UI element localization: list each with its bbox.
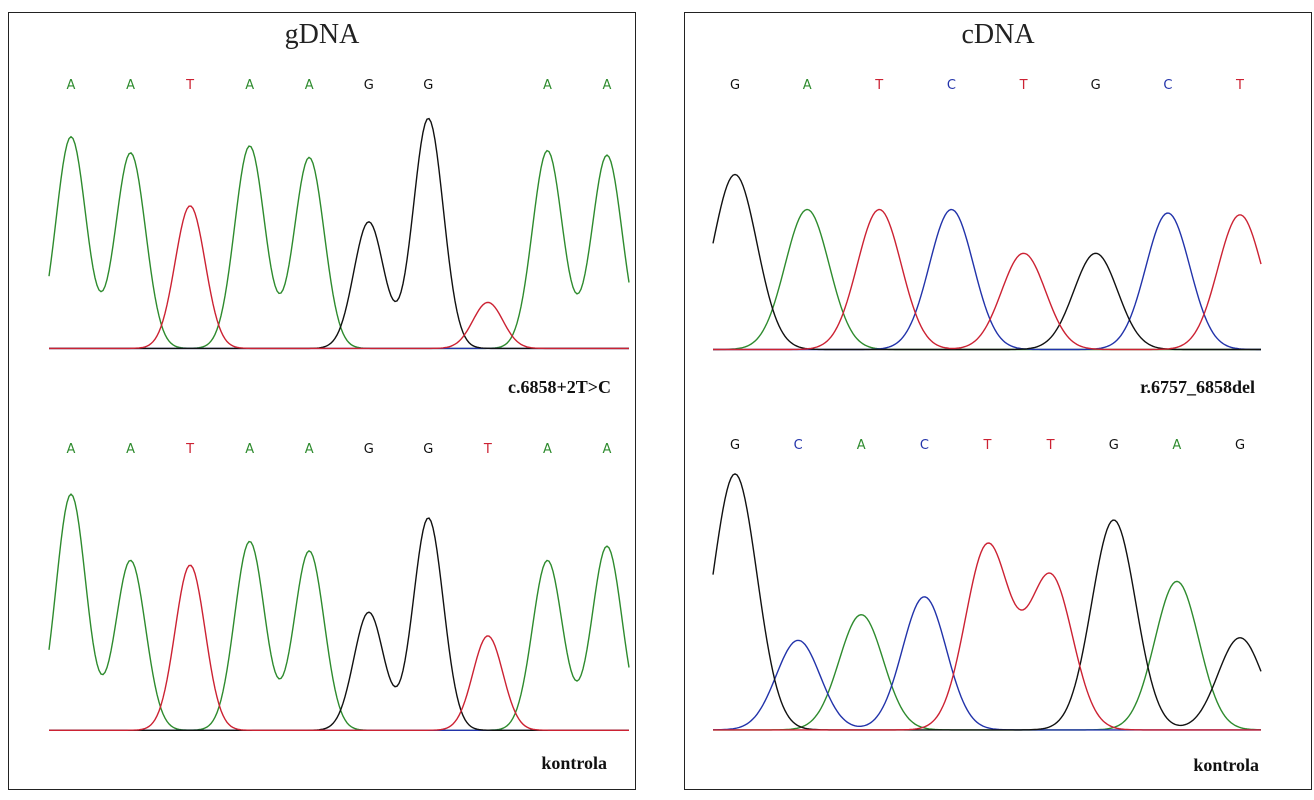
gdna-track1-t-trace: [49, 564, 629, 731]
gdna-track0-base-2: T: [185, 78, 194, 93]
cdna-mutation-label: r.6757_6858del: [1140, 377, 1255, 397]
cdna-track1-g-trace: [712, 473, 1262, 731]
gdna-track1-base-6: G: [423, 442, 433, 457]
gdna-track1-base-5: G: [364, 442, 374, 457]
gdna-track0-t-trace: [49, 205, 629, 350]
cdna-track1-base-7: A: [1172, 438, 1181, 453]
cdna-track1-base-1: C: [794, 438, 803, 453]
gdna-track0-base-6: G: [423, 78, 433, 93]
gdna-control-label: kontrola: [541, 753, 607, 773]
gdna-track1-base-1: A: [126, 442, 135, 457]
gdna-track1-base-4: A: [305, 442, 314, 457]
cdna-track1-base-0: G: [730, 438, 740, 453]
cdna-control-label: kontrola: [1193, 755, 1259, 775]
cdna-track0-g-trace: [712, 173, 1261, 351]
cdna-track0-base-2: T: [874, 78, 883, 93]
cdna-track1-base-5: T: [1046, 438, 1055, 453]
gdna-track0-base-5: G: [364, 78, 374, 93]
cdna-track0-t-trace: [713, 208, 1262, 351]
gdna-track1-base-3: A: [245, 442, 254, 457]
gdna-track1-a-trace: [48, 493, 630, 731]
gdna-track0-base-0: A: [67, 78, 76, 93]
cdna-track1-a-trace: [713, 580, 1262, 731]
cdna-track0-base-7: T: [1235, 78, 1244, 93]
gdna-track1-base-0: A: [67, 442, 76, 457]
gdna-track1-base-7: T: [483, 442, 492, 457]
cdna-track0-base-3: C: [947, 78, 956, 93]
gdna-mutation-label: c.6858+2T>C: [507, 377, 611, 397]
cdna-track0-base-5: G: [1091, 78, 1101, 93]
gdna-panel: gDNA A A T A A G G A A A A T A A G G T A A c.6858+2T>C kon…: [8, 12, 636, 790]
gdna-track0-base-4: A: [305, 78, 314, 93]
gdna-track0-g-trace: [49, 117, 629, 350]
cdna-track1-c-trace: [713, 596, 1261, 731]
cdna-track1-base-8: G: [1235, 438, 1245, 453]
cdna-track1-base-2: A: [857, 438, 866, 453]
cdna-chromatograms: G A T C T G C T G C A C T T G A G: [712, 78, 1262, 731]
gdna-track0-base-1: A: [126, 78, 135, 93]
gdna-track1-base-9: A: [603, 442, 612, 457]
cdna-panel: cDNA G A T C T G C T G C A C T T G A G r.6757_6858del ko…: [684, 12, 1312, 790]
gdna-track0-a-trace: [48, 135, 630, 350]
cdna-track0-base-1: A: [803, 78, 812, 93]
gdna-track1-base-2: T: [185, 442, 194, 457]
cdna-track1-t-trace: [713, 542, 1261, 731]
gdna-chromatograms: A A T A A G G A A A A T A A G G T A A: [48, 78, 630, 731]
cdna-title: cDNA: [961, 19, 1035, 50]
cdna-track0-base-4: T: [1019, 78, 1028, 93]
cdna-track1-base-6: G: [1109, 438, 1119, 453]
gdna-track1-base-8: A: [543, 442, 552, 457]
gdna-track1-g-trace: [49, 517, 629, 731]
cdna-track0-base-0: G: [730, 78, 740, 93]
gdna-track0-base-8: A: [543, 78, 552, 93]
cdna-track1-base-3: C: [920, 438, 929, 453]
cdna-track1-base-4: T: [983, 438, 992, 453]
cdna-track0-base-6: C: [1163, 78, 1172, 93]
gdna-track0-base-9: A: [603, 78, 612, 93]
gdna-track0-base-3: A: [245, 78, 254, 93]
gdna-title: gDNA: [284, 19, 360, 50]
